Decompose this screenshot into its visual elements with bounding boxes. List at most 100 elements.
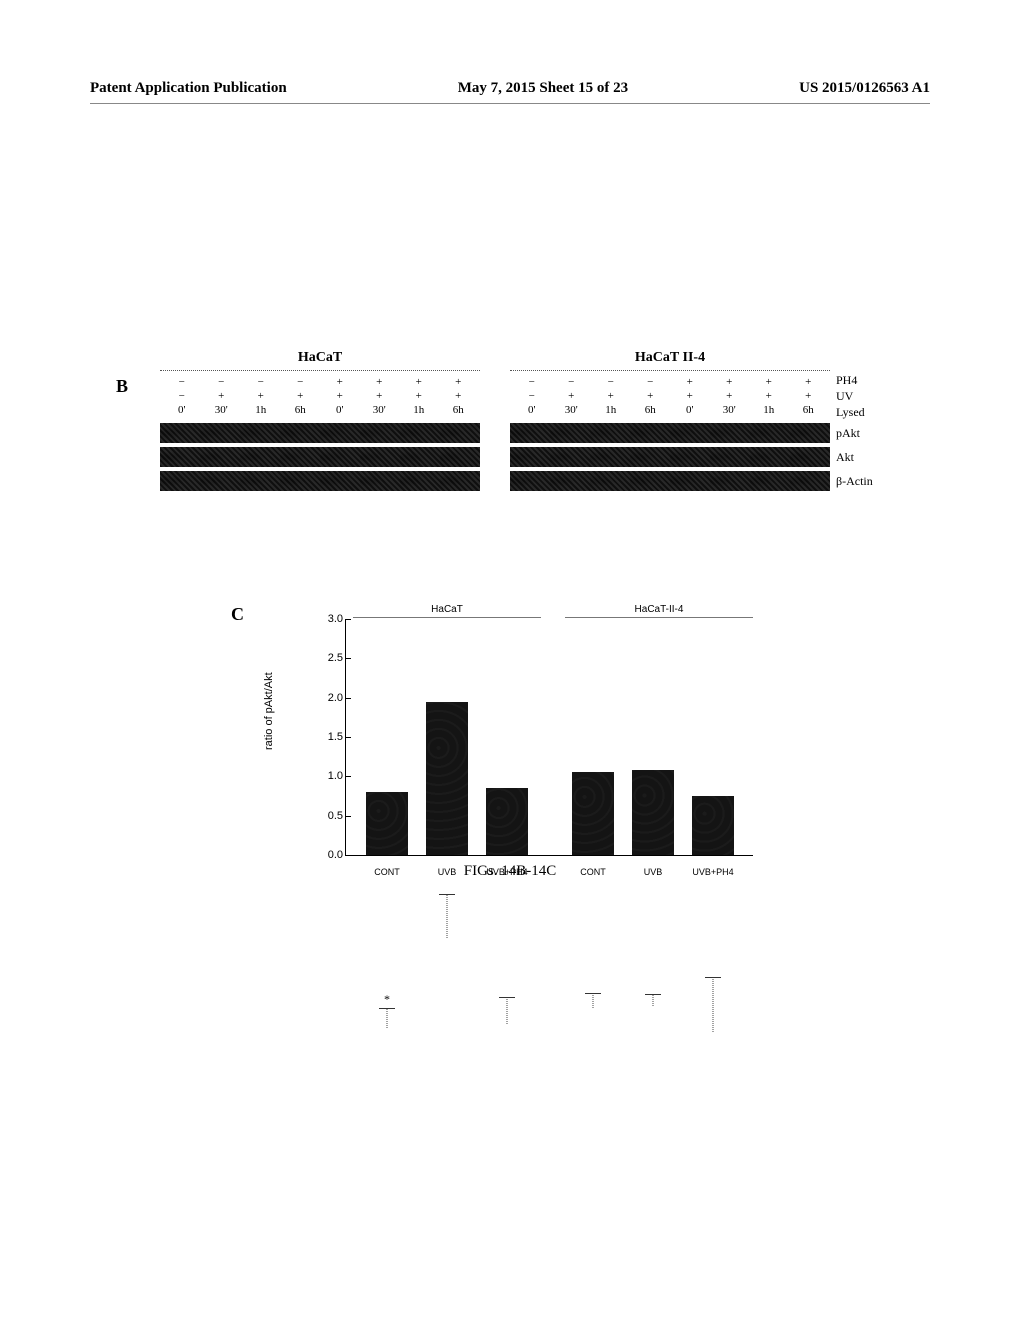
bar bbox=[366, 792, 408, 855]
lane-cell: + bbox=[631, 389, 671, 403]
header-right: US 2015/0126563 A1 bbox=[799, 80, 930, 97]
row-uv-left: −+++++++ bbox=[160, 389, 480, 403]
lane-cell: 0' bbox=[320, 403, 360, 417]
bar bbox=[486, 788, 528, 855]
bar bbox=[426, 702, 468, 855]
header-center: May 7, 2015 Sheet 15 of 23 bbox=[458, 80, 628, 97]
lane-cell: 0' bbox=[162, 403, 202, 417]
lane-cell: + bbox=[360, 389, 400, 403]
blot-pair: HaCaT −−−−++++ −+++++++ 0'30'1h6h0'30'1h… bbox=[160, 350, 910, 495]
lane-cell: + bbox=[749, 389, 789, 403]
divider bbox=[510, 370, 830, 371]
y-tick: 1.0 bbox=[323, 770, 343, 782]
bar bbox=[692, 796, 734, 855]
row-lysed-left: 0'30'1h6h0'30'1h6h bbox=[160, 403, 480, 417]
error-bar bbox=[387, 1008, 388, 1028]
lane-cell: + bbox=[591, 389, 631, 403]
lane-cell: + bbox=[202, 389, 242, 403]
lane-cell: − bbox=[281, 375, 321, 389]
lane-cell: + bbox=[439, 375, 479, 389]
lane-cell: − bbox=[512, 389, 552, 403]
lane-cell: + bbox=[399, 375, 439, 389]
error-bar bbox=[653, 994, 654, 1006]
lane-cell: − bbox=[241, 375, 281, 389]
label-ph4: PH4 bbox=[836, 372, 896, 388]
bands-right bbox=[510, 423, 830, 491]
blot-left: HaCaT −−−−++++ −+++++++ 0'30'1h6h0'30'1h… bbox=[160, 350, 480, 495]
blot-right: HaCaT II-4 −−−−++++ −+++++++ 0'30'1h6h0'… bbox=[510, 350, 830, 495]
lane-cell: + bbox=[789, 389, 829, 403]
label-lysed: Lysed bbox=[836, 404, 896, 420]
lane-cell: + bbox=[320, 375, 360, 389]
lane-cell: 1h bbox=[399, 403, 439, 417]
y-tick: 3.0 bbox=[323, 613, 343, 625]
lane-cell: 30' bbox=[202, 403, 242, 417]
band-actin bbox=[510, 471, 830, 491]
page: Patent Application Publication May 7, 20… bbox=[0, 0, 1020, 1320]
y-tick: 2.0 bbox=[323, 692, 343, 704]
lane-cell: 6h bbox=[439, 403, 479, 417]
panel-c-label: C bbox=[231, 604, 244, 625]
error-bar bbox=[447, 894, 448, 937]
lane-cell: 30' bbox=[552, 403, 592, 417]
lane-cell: 1h bbox=[591, 403, 631, 417]
lane-cell: + bbox=[710, 389, 750, 403]
lane-cell: − bbox=[591, 375, 631, 389]
lane-cell: − bbox=[162, 375, 202, 389]
row-ph4-left: −−−−++++ bbox=[160, 375, 480, 389]
label-actin: β-Actin bbox=[836, 470, 896, 492]
row-lysed-right: 0'30'1h6h0'30'1h6h bbox=[510, 403, 830, 417]
bands-left bbox=[160, 423, 480, 491]
lane-cell: 30' bbox=[360, 403, 400, 417]
lane-cell: + bbox=[439, 389, 479, 403]
row-ph4-right: −−−−++++ bbox=[510, 375, 830, 389]
lane-cell: − bbox=[552, 375, 592, 389]
figure-caption: FIGs. 14B-14C bbox=[90, 863, 930, 880]
figure-content: B HaCaT −−−−++++ −+++++++ 0'30'1h6h0'30'… bbox=[90, 140, 930, 1140]
lane-cell: + bbox=[670, 389, 710, 403]
group-title-left: HaCaT bbox=[353, 604, 541, 618]
lane-cell: 0' bbox=[512, 403, 552, 417]
divider bbox=[160, 370, 480, 371]
band-pakt bbox=[510, 423, 830, 443]
lane-cell: 0' bbox=[670, 403, 710, 417]
lane-cell: + bbox=[710, 375, 750, 389]
lane-cell: + bbox=[360, 375, 400, 389]
band-akt bbox=[160, 447, 480, 467]
lane-cell: 30' bbox=[710, 403, 750, 417]
y-tick: 1.5 bbox=[323, 731, 343, 743]
error-bar bbox=[713, 977, 714, 1032]
group-title-right: HaCaT-II-4 bbox=[565, 604, 753, 618]
y-tick: 0.5 bbox=[323, 810, 343, 822]
error-cap bbox=[705, 977, 721, 978]
lane-cell: − bbox=[631, 375, 671, 389]
error-cap bbox=[499, 997, 515, 998]
lane-cell: 1h bbox=[749, 403, 789, 417]
lane-cell: 6h bbox=[631, 403, 671, 417]
label-uv: UV bbox=[836, 388, 896, 404]
error-cap bbox=[439, 894, 455, 895]
band-actin bbox=[160, 471, 480, 491]
lane-cell: 1h bbox=[241, 403, 281, 417]
lane-cell: + bbox=[320, 389, 360, 403]
significance-marker: * bbox=[384, 992, 390, 1007]
lane-cell: + bbox=[789, 375, 829, 389]
lane-cell: + bbox=[399, 389, 439, 403]
panel-b: B HaCaT −−−−++++ −+++++++ 0'30'1h6h0'30'… bbox=[120, 350, 910, 495]
bar bbox=[632, 770, 674, 855]
header-left: Patent Application Publication bbox=[90, 80, 287, 97]
band-akt bbox=[510, 447, 830, 467]
label-pakt: pAkt bbox=[836, 422, 896, 444]
y-tick: 2.5 bbox=[323, 652, 343, 664]
blot-right-title: HaCaT II-4 bbox=[510, 350, 830, 366]
y-tick: 0.0 bbox=[323, 849, 343, 861]
lane-cell: + bbox=[281, 389, 321, 403]
blot-left-title: HaCaT bbox=[160, 350, 480, 366]
lane-cell: + bbox=[670, 375, 710, 389]
bars-area: *CONTUVBUVB+PH4CONTUVBUVB+PH4 bbox=[346, 620, 753, 855]
error-cap bbox=[379, 1008, 395, 1009]
error-cap bbox=[645, 994, 661, 995]
chart-group-titles: HaCaT HaCaT-II-4 bbox=[353, 604, 753, 618]
label-akt: Akt bbox=[836, 446, 896, 468]
y-axis-label: ratio of pAkt/Akt bbox=[263, 672, 275, 750]
